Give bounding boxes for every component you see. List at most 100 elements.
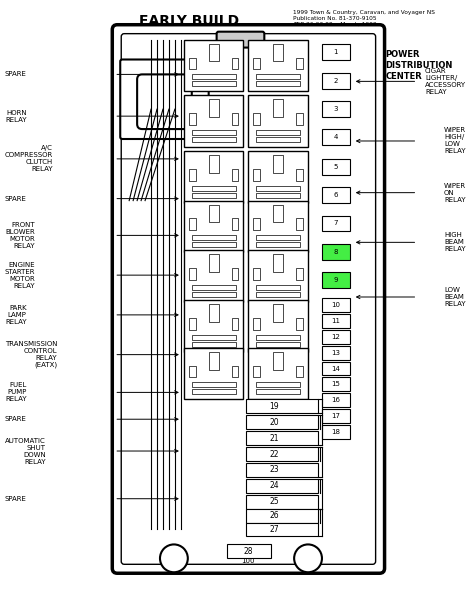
- Text: SPARE: SPARE: [5, 496, 27, 502]
- Bar: [231, 218, 238, 231]
- Text: TRANSMISSION
CONTROL
RELAY
(EATX): TRANSMISSION CONTROL RELAY (EATX): [5, 341, 57, 368]
- Bar: [322, 215, 350, 231]
- Bar: [256, 235, 300, 240]
- Bar: [254, 365, 260, 378]
- Bar: [256, 292, 300, 297]
- Bar: [248, 347, 308, 399]
- Bar: [192, 285, 236, 290]
- FancyBboxPatch shape: [112, 25, 384, 573]
- Bar: [322, 314, 350, 328]
- Bar: [209, 254, 219, 272]
- Bar: [246, 522, 318, 537]
- Bar: [192, 292, 236, 297]
- Text: 19: 19: [269, 402, 279, 411]
- Bar: [231, 113, 238, 125]
- Bar: [322, 378, 350, 391]
- Text: POWER
DISTRIBUTION
CENTER: POWER DISTRIBUTION CENTER: [385, 50, 453, 81]
- Bar: [322, 159, 350, 175]
- FancyBboxPatch shape: [121, 34, 375, 565]
- Bar: [192, 137, 236, 142]
- Bar: [209, 99, 219, 117]
- Bar: [322, 244, 350, 260]
- Bar: [246, 495, 318, 509]
- Bar: [322, 330, 350, 344]
- Text: 4: 4: [334, 134, 338, 140]
- Text: SPARE: SPARE: [5, 416, 27, 422]
- Bar: [248, 151, 308, 203]
- Text: HIGH
BEAM
RELAY: HIGH BEAM RELAY: [445, 232, 466, 253]
- Bar: [184, 250, 244, 302]
- Bar: [296, 268, 303, 280]
- Bar: [256, 81, 300, 87]
- Bar: [227, 544, 271, 559]
- Bar: [273, 155, 283, 173]
- Bar: [273, 352, 283, 369]
- Bar: [322, 44, 350, 59]
- Bar: [248, 95, 308, 147]
- Bar: [189, 58, 196, 69]
- Bar: [254, 318, 260, 330]
- Bar: [256, 193, 300, 197]
- Bar: [209, 155, 219, 173]
- Bar: [248, 200, 308, 252]
- Text: 21: 21: [270, 433, 279, 442]
- Bar: [192, 382, 236, 387]
- Text: 14: 14: [331, 365, 340, 372]
- Text: 20: 20: [269, 417, 279, 427]
- Bar: [231, 318, 238, 330]
- Bar: [209, 44, 219, 62]
- Circle shape: [294, 544, 322, 572]
- Text: LOW
BEAM
RELAY: LOW BEAM RELAY: [445, 287, 466, 307]
- Bar: [254, 113, 260, 125]
- Bar: [231, 365, 238, 378]
- Bar: [192, 186, 236, 191]
- Text: 27: 27: [269, 525, 279, 534]
- Bar: [256, 137, 300, 142]
- Bar: [322, 346, 350, 359]
- Text: 100: 100: [242, 559, 255, 565]
- Bar: [322, 393, 350, 407]
- Bar: [189, 365, 196, 378]
- Text: 22: 22: [270, 449, 279, 458]
- FancyBboxPatch shape: [137, 74, 192, 129]
- Bar: [189, 268, 196, 280]
- Text: 25: 25: [269, 497, 279, 506]
- Bar: [322, 272, 350, 288]
- Bar: [296, 365, 303, 378]
- Bar: [209, 352, 219, 369]
- Text: 3: 3: [334, 106, 338, 112]
- Bar: [322, 101, 350, 117]
- Bar: [322, 362, 350, 375]
- Bar: [256, 390, 300, 394]
- Bar: [296, 218, 303, 231]
- Bar: [322, 409, 350, 423]
- Text: 23: 23: [269, 466, 279, 474]
- Text: WIPER
ON
RELAY: WIPER ON RELAY: [444, 183, 466, 203]
- Bar: [256, 243, 300, 247]
- Text: 28: 28: [244, 547, 253, 556]
- Circle shape: [160, 544, 188, 572]
- Text: A/C
COMPRESSOR
CLUTCH
RELAY: A/C COMPRESSOR CLUTCH RELAY: [5, 145, 53, 173]
- Bar: [184, 40, 244, 91]
- Bar: [256, 335, 300, 340]
- Bar: [192, 390, 236, 394]
- Text: 24: 24: [269, 482, 279, 490]
- Text: 6: 6: [334, 192, 338, 197]
- Bar: [189, 169, 196, 181]
- Bar: [209, 205, 219, 222]
- Bar: [246, 415, 318, 429]
- Text: 18: 18: [331, 429, 340, 435]
- Bar: [189, 318, 196, 330]
- Bar: [248, 250, 308, 302]
- Bar: [322, 298, 350, 312]
- Bar: [273, 254, 283, 272]
- Bar: [273, 205, 283, 222]
- Text: WIPER
HIGH/
LOW
RELAY: WIPER HIGH/ LOW RELAY: [444, 127, 466, 155]
- Bar: [322, 187, 350, 203]
- Bar: [246, 431, 318, 445]
- Bar: [256, 342, 300, 347]
- Bar: [273, 44, 283, 62]
- Bar: [184, 300, 244, 352]
- Text: 7: 7: [334, 221, 338, 227]
- Text: SPARE: SPARE: [5, 71, 27, 78]
